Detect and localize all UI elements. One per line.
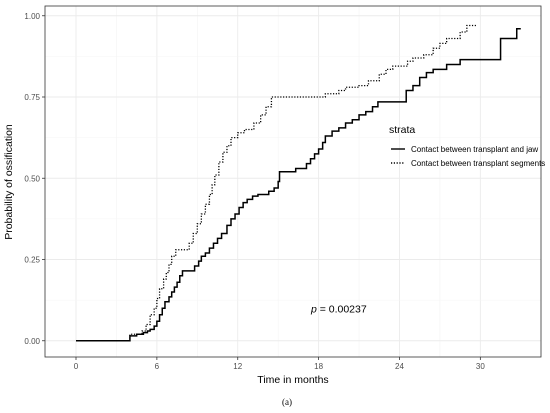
p-symbol: p — [310, 303, 317, 315]
survival-curves — [76, 24, 521, 342]
x-axis-ticks: 0 6 12 18 24 30 — [74, 357, 485, 371]
plot-border — [44, 5, 542, 358]
x-tick-label: 30 — [476, 362, 485, 371]
y-axis-title: Probability of ossification — [3, 124, 15, 240]
x-axis-title: Time in months — [257, 374, 328, 386]
x-tick-label: 12 — [233, 362, 242, 371]
x-tick-label: 0 — [74, 362, 79, 371]
series-line-jaw — [76, 28, 521, 342]
y-axis-ticks: 0.00 0.25 0.50 0.75 1.00 — [24, 12, 45, 346]
y-tick-label: 1.00 — [24, 12, 40, 21]
y-tick-label: 0.25 — [24, 256, 40, 265]
y-tick-label: 0.00 — [24, 337, 40, 346]
x-tick-label: 18 — [314, 362, 323, 371]
p-value-annotation: p = 0.00237 — [310, 303, 367, 315]
x-tick-label: 24 — [395, 362, 404, 371]
y-tick-label: 0.50 — [24, 174, 40, 183]
legend-label-segments: Contact between transplant segments — [411, 159, 545, 168]
grid — [45, 6, 541, 357]
p-value: = 0.00237 — [317, 303, 367, 315]
series-line-segments — [76, 24, 477, 342]
legend: strata Contact between transplant and ja… — [389, 124, 545, 168]
x-tick-label: 6 — [155, 362, 160, 371]
legend-title: strata — [389, 124, 415, 136]
legend-label-jaw: Contact between transplant and jaw — [411, 145, 538, 154]
y-tick-label: 0.75 — [24, 93, 40, 102]
figure-caption: (a) — [282, 397, 292, 407]
